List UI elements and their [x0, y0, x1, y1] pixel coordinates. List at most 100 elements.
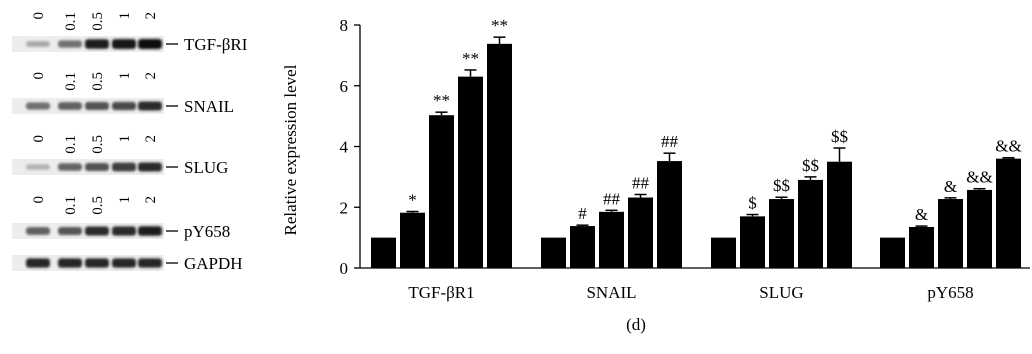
blot-band [58, 102, 82, 110]
dose-label: 0.5 [90, 196, 106, 215]
dose-label: 2 [143, 135, 159, 143]
significance-marker: & [915, 205, 928, 224]
significance-marker: $$ [802, 156, 819, 175]
bar [827, 161, 852, 268]
bar [909, 226, 934, 268]
x-category-label: SLUG [759, 283, 803, 302]
blot-row-label: GAPDH [184, 254, 243, 273]
blot-band [85, 226, 109, 236]
blot-row: GAPDH [12, 254, 243, 273]
dose-label: 0.5 [90, 12, 106, 31]
western-blot-panel: 0 0.1 0.5 1 2 TGF-βRI 0 0.1 0.5 1 2 SNAIL 0 0.1 0.5 1 2 S… [12, 12, 248, 273]
significance-marker: ## [632, 173, 650, 192]
significance-marker: && [995, 137, 1021, 156]
blot-band [112, 258, 136, 268]
dose-label: 2 [143, 72, 159, 80]
significance-marker: $$ [831, 127, 848, 146]
y-axis-label: Relative expression level [281, 64, 300, 235]
y-tick-label: 6 [340, 77, 349, 96]
blot-band [26, 164, 50, 170]
blot-band [58, 40, 82, 48]
dose-label: 2 [143, 196, 159, 204]
bar [740, 216, 765, 268]
dose-label: 1 [117, 12, 133, 20]
y-tick-label: 4 [340, 138, 349, 157]
bar-group: *******TGF-βR1 [371, 16, 512, 302]
significance-marker: & [944, 177, 957, 196]
dose-label: 0.1 [63, 72, 79, 91]
dose-label: 0.5 [90, 135, 106, 154]
significance-marker: $ [748, 194, 757, 213]
bar [458, 76, 483, 268]
dose-label: 1 [117, 135, 133, 143]
panel-label: (d) [626, 315, 646, 334]
dose-label: 0.1 [63, 135, 79, 154]
blot-band [112, 226, 136, 236]
bar [570, 226, 595, 268]
blot-band [138, 162, 162, 172]
dose-label: 0 [31, 72, 47, 80]
significance-marker: ** [491, 16, 508, 35]
x-category-label: pY658 [927, 283, 973, 302]
blot-band [138, 39, 162, 49]
blot-band [58, 258, 82, 268]
y-tick-label: 8 [340, 16, 349, 35]
bar [880, 237, 905, 268]
dose-label: 0.1 [63, 12, 79, 31]
dose-label: 1 [117, 72, 133, 80]
blot-band [138, 101, 162, 111]
blot-row: 0 0.1 0.5 1 2 SLUG [12, 135, 228, 177]
bar-group: #######SNAIL [541, 132, 682, 302]
blot-band [26, 41, 50, 47]
blot-row: 0 0.1 0.5 1 2 pY658 [12, 196, 230, 241]
blot-row-label: SNAIL [184, 97, 234, 116]
significance-marker: ** [433, 91, 450, 110]
blot-row-label: pY658 [184, 222, 230, 241]
blot-row-label: TGF-βRI [184, 35, 248, 54]
blot-band [26, 227, 50, 235]
bar [798, 179, 823, 268]
blot-band [112, 101, 136, 111]
blot-band [112, 39, 136, 49]
dose-label: 0 [31, 196, 47, 204]
bar [938, 199, 963, 268]
blot-band [26, 258, 50, 268]
significance-marker: && [966, 168, 992, 187]
significance-marker: ## [661, 132, 679, 151]
bar [657, 161, 682, 268]
bar-group: && &&&&pY658 [880, 137, 1022, 302]
blot-band [26, 102, 50, 110]
bar [711, 237, 736, 268]
blot-band [58, 227, 82, 235]
bar [429, 115, 454, 269]
bar [541, 237, 566, 268]
blot-band [85, 162, 109, 172]
blot-band [58, 163, 82, 171]
bar [599, 211, 624, 268]
bar [967, 189, 992, 268]
blot-band [138, 226, 162, 236]
y-tick-label: 2 [340, 198, 349, 217]
x-category-label: SNAIL [586, 283, 636, 302]
dose-label: 2 [143, 12, 159, 20]
bar [487, 43, 512, 268]
blot-row-label: SLUG [184, 158, 228, 177]
dose-label: 0.1 [63, 196, 79, 215]
blot-band [112, 162, 136, 172]
significance-marker: ** [462, 49, 479, 68]
blot-band [85, 101, 109, 111]
blot-row: 0 0.1 0.5 1 2 TGF-βRI [12, 12, 248, 54]
bar [769, 199, 794, 268]
blot-row: 0 0.1 0.5 1 2 SNAIL [12, 72, 234, 116]
significance-marker: * [408, 191, 417, 210]
significance-marker: ## [603, 189, 621, 208]
significance-marker: $$ [773, 176, 790, 195]
bar [996, 158, 1021, 268]
x-category-label: TGF-βR1 [408, 283, 474, 302]
dose-label: 0.5 [90, 72, 106, 91]
blot-band [138, 258, 162, 268]
y-tick-label: 0 [340, 259, 349, 278]
